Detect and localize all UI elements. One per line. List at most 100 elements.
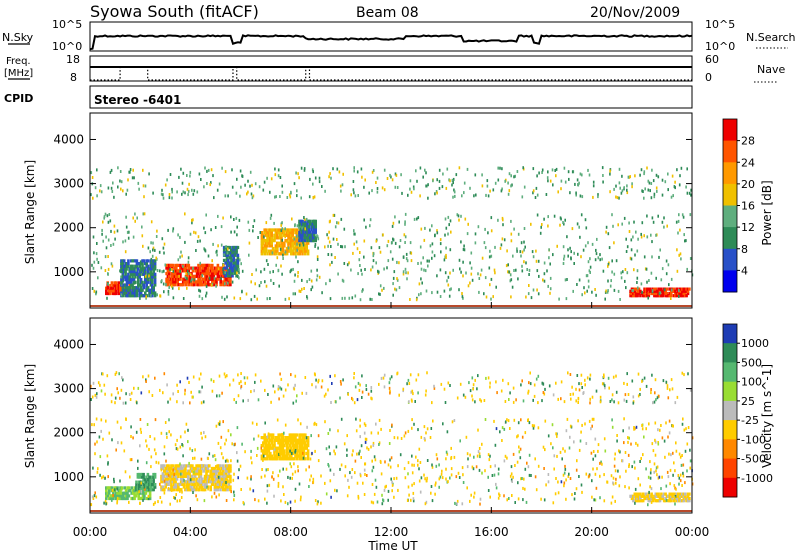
data-cell	[96, 194, 98, 198]
data-cell	[483, 241, 486, 245]
data-cell	[252, 225, 254, 228]
data-cell	[462, 274, 464, 278]
data-cell	[143, 480, 147, 484]
velocity-cells	[90, 371, 694, 512]
data-cell	[648, 279, 650, 282]
data-cell	[643, 435, 645, 439]
data-cell	[618, 167, 621, 171]
data-cell	[185, 464, 189, 468]
data-cell	[195, 480, 198, 484]
data-cell	[681, 289, 684, 293]
data-cell	[229, 264, 233, 268]
data-cell	[661, 289, 665, 293]
data-cell	[116, 387, 118, 391]
nsearch-tick-top: 10^5	[705, 18, 735, 31]
data-cell	[549, 291, 551, 295]
data-cell	[675, 220, 678, 224]
data-cell	[397, 488, 399, 492]
data-cell	[630, 294, 634, 298]
data-cell	[509, 474, 512, 478]
data-cell	[337, 242, 339, 246]
data-cell	[202, 464, 205, 468]
data-cell	[471, 278, 474, 282]
data-cell	[616, 196, 619, 200]
cpid-label: CPID	[4, 92, 33, 105]
data-cell	[149, 278, 153, 282]
data-cell	[210, 228, 212, 232]
data-cell	[337, 221, 340, 225]
data-cell	[273, 454, 276, 458]
data-cell	[567, 474, 570, 478]
data-cell	[472, 383, 475, 387]
data-cell	[537, 259, 540, 263]
data-cell	[134, 212, 136, 216]
data-cell	[267, 241, 271, 245]
data-cell	[602, 382, 605, 386]
data-cell	[660, 289, 663, 293]
data-cell	[521, 250, 524, 254]
data-cell	[127, 294, 130, 298]
data-cell	[226, 295, 228, 299]
data-cell	[636, 499, 639, 503]
data-cell	[119, 286, 122, 290]
data-cell	[653, 192, 656, 196]
data-cell	[277, 231, 280, 235]
data-cell	[639, 173, 641, 177]
data-cell	[475, 465, 478, 469]
data-cell	[461, 502, 464, 506]
data-cell	[232, 478, 235, 482]
data-cell	[119, 489, 122, 493]
data-cell	[236, 271, 238, 275]
data-cell	[277, 268, 280, 272]
data-cell	[307, 227, 311, 232]
data-cell	[166, 435, 168, 439]
data-cell	[232, 266, 236, 270]
data-cell	[138, 262, 141, 266]
data-cell	[144, 274, 147, 278]
data-cell	[451, 420, 454, 424]
data-cell	[628, 465, 630, 468]
data-cell	[287, 246, 290, 250]
data-cell	[359, 251, 361, 254]
data-cell	[135, 259, 139, 263]
data-cell	[94, 186, 97, 190]
data-cell	[474, 400, 476, 404]
data-cell	[276, 449, 279, 453]
data-cell	[408, 493, 410, 497]
data-cell	[321, 185, 323, 188]
data-cell	[238, 468, 240, 472]
data-cell	[643, 196, 645, 200]
data-cell	[661, 294, 665, 298]
data-cell	[674, 289, 677, 293]
data-cell	[629, 175, 631, 179]
data-cell	[153, 267, 157, 271]
data-cell	[686, 167, 688, 171]
data-cell	[152, 475, 155, 479]
data-cell	[646, 235, 649, 239]
data-cell	[142, 472, 145, 477]
data-cell	[193, 278, 196, 282]
data-cell	[309, 177, 311, 181]
data-cell	[589, 377, 591, 381]
data-cell	[646, 214, 648, 218]
data-cell	[645, 467, 647, 471]
data-cell	[229, 251, 233, 255]
data-cell	[191, 274, 195, 278]
y-tick-label: 1000	[53, 265, 84, 279]
data-cell	[290, 454, 293, 458]
data-cell	[304, 444, 307, 448]
data-cell	[222, 482, 225, 486]
data-cell	[125, 392, 127, 396]
data-cell	[234, 442, 236, 446]
data-cell	[369, 224, 371, 228]
data-cell	[364, 437, 367, 441]
data-cell	[192, 472, 196, 476]
data-cell	[109, 284, 112, 288]
data-cell	[230, 490, 232, 494]
data-cell	[264, 233, 268, 237]
data-cell	[110, 186, 113, 190]
data-cell	[335, 445, 338, 449]
data-cell	[121, 270, 125, 274]
data-cell	[120, 291, 123, 295]
data-cell	[651, 287, 655, 291]
